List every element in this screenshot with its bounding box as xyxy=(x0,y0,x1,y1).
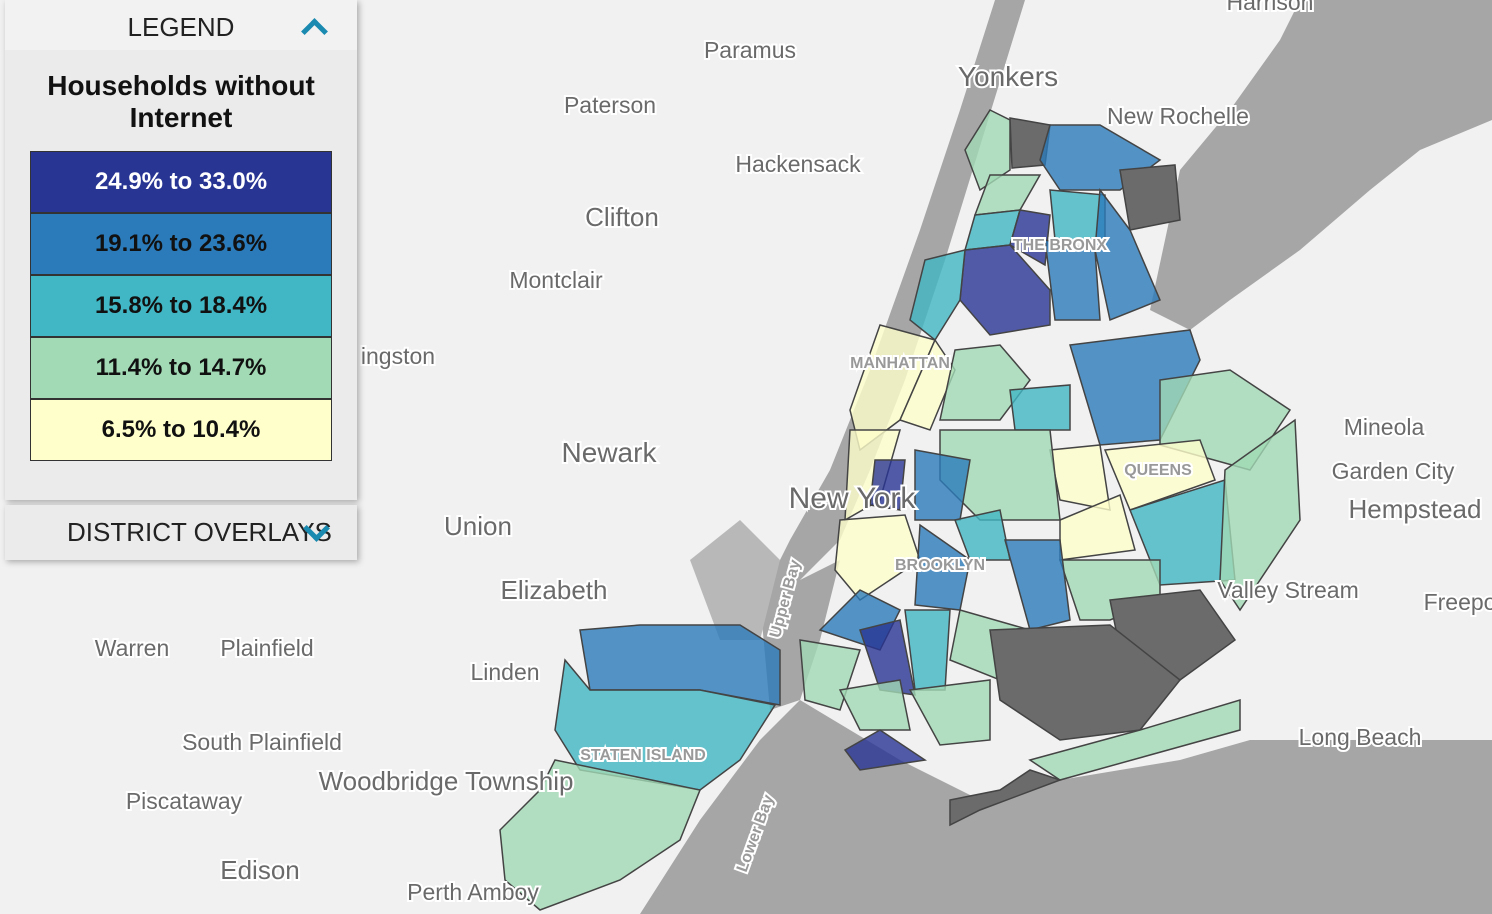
place-label: ingston xyxy=(361,343,435,369)
district xyxy=(1219,418,1301,612)
place-label: Yonkers xyxy=(958,61,1058,92)
newark-bay xyxy=(690,520,780,640)
place-label: MANHATTAN xyxy=(850,355,950,372)
district xyxy=(1028,698,1241,781)
district xyxy=(499,759,702,911)
district xyxy=(838,679,911,731)
place-label: Clifton xyxy=(585,202,659,232)
legend-item: 15.8% to 18.4% xyxy=(30,275,332,337)
park xyxy=(1119,164,1181,231)
place-label: BROOKLYN xyxy=(895,557,985,574)
district xyxy=(834,514,921,601)
place-label: Union xyxy=(444,511,512,541)
place-label: Paramus xyxy=(704,37,796,63)
district xyxy=(909,249,966,342)
hudson-river xyxy=(760,0,1025,640)
place-label: Mineola xyxy=(1344,414,1425,440)
place-label: New York xyxy=(789,482,917,515)
place-label: Garden City xyxy=(1332,458,1455,484)
district xyxy=(554,658,777,791)
district xyxy=(1044,239,1101,321)
legend-item: 19.1% to 23.6% xyxy=(30,213,332,275)
legend-item: 24.9% to 33.0% xyxy=(30,151,332,213)
place-label: Edison xyxy=(220,855,300,885)
legend-title: Households without Internet xyxy=(47,70,315,133)
district xyxy=(898,338,956,431)
place-label: Freepo xyxy=(1424,589,1492,615)
place-label: Newark xyxy=(562,437,658,468)
legend-item: 6.5% to 10.4% xyxy=(30,399,332,461)
place-label: Woodbridge Township xyxy=(319,766,574,796)
place-label: QUEENS xyxy=(1124,462,1192,479)
district xyxy=(1103,439,1216,511)
legend-header-text: LEGEND xyxy=(127,12,235,42)
park xyxy=(949,769,1063,827)
district xyxy=(908,679,991,746)
place-label: New Rochelle xyxy=(1107,103,1249,129)
place-label: Harrison xyxy=(1227,0,1314,15)
place-label: Hempstead xyxy=(1349,494,1482,524)
district xyxy=(914,449,971,521)
place-label: South Plainfield xyxy=(182,729,342,755)
legend-panel: LEGEND Households without Internet 24.9%… xyxy=(5,0,357,500)
place-label: Linden xyxy=(470,659,539,685)
place-label: STATEN ISLAND xyxy=(580,747,706,764)
district xyxy=(843,729,928,771)
district xyxy=(1009,209,1051,267)
long-island-sound xyxy=(1150,0,1492,330)
place-labels: Harrison Paramus Yonkers Paterson New Ro… xyxy=(93,0,1492,907)
districts xyxy=(499,109,1301,911)
place-label: Warren xyxy=(95,635,170,661)
place-label: Elizabeth xyxy=(501,575,608,605)
place-label: Hackensack xyxy=(735,151,861,177)
district xyxy=(1009,384,1071,431)
place-label: Paterson xyxy=(564,92,656,118)
place-label: Long Beach xyxy=(1299,724,1422,750)
place-label: Montclair xyxy=(509,267,603,293)
place-label: Plainfield xyxy=(220,635,313,661)
legend-item: 11.4% to 14.7% xyxy=(30,337,332,399)
legend-header[interactable]: LEGEND xyxy=(5,0,357,50)
overlays-label: DISTRICT OVERLAYS xyxy=(67,517,332,547)
place-label: Valley Stream xyxy=(1217,577,1358,603)
district xyxy=(869,459,906,511)
district xyxy=(1004,539,1071,631)
collapse-icon[interactable] xyxy=(301,18,328,45)
place-label: THE BRONX xyxy=(1013,237,1108,254)
place-label: Perth Amboy xyxy=(407,879,539,905)
district xyxy=(1094,187,1161,322)
place-label: Piscataway xyxy=(126,788,243,814)
district-overlays[interactable]: DISTRICT OVERLAYS xyxy=(5,505,357,560)
